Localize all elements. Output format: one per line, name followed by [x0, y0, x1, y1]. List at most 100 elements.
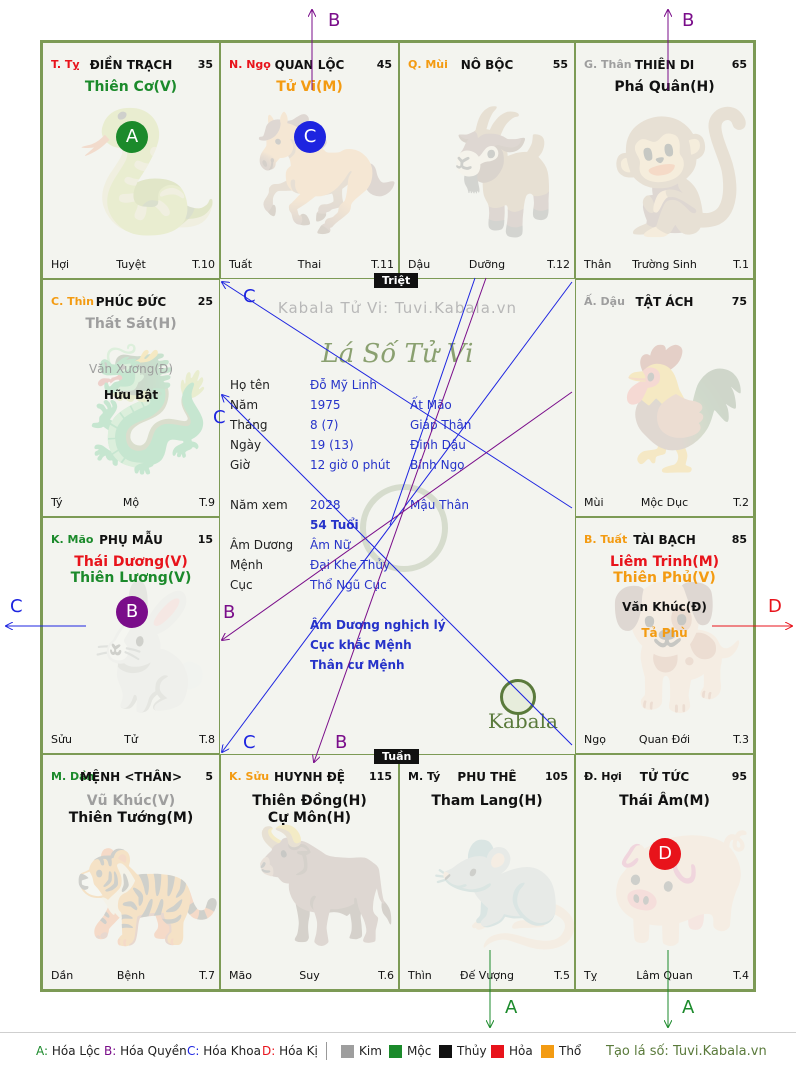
palace-huynh-de: 🐂 K. Sửu HUYNH ĐỆ 115 Thiên Đồng(H) Cự M… — [220, 754, 400, 990]
footer-left: Dậu — [408, 258, 431, 271]
marker-d-icon: D — [649, 838, 681, 870]
palace-title: HUYNH ĐỆ — [274, 770, 345, 784]
info-label-menh: Mệnh — [230, 558, 263, 572]
palace-title: MỆNH <THÂN> — [79, 770, 183, 784]
info-value-year: 1975 — [310, 398, 341, 412]
palace-position: K. Mão — [51, 533, 94, 546]
footer-left: Tuất — [229, 258, 253, 271]
footer-right: T.9 — [199, 496, 215, 509]
footer-left: Sửu — [51, 733, 72, 746]
line-c-diag — [389, 277, 476, 526]
palace-position: M. Tý — [408, 770, 441, 783]
legend-separator — [326, 1042, 327, 1060]
main-star: Tử Vi(M) — [276, 79, 343, 95]
rat-watermark-icon: 🐀 — [430, 815, 580, 954]
arrow-label: C — [10, 596, 23, 617]
palace-tu-tuc: 🐖 Đ. Hợi TỬ TỨC 95 Thái Âm(M) D Tỵ Lâm Q… — [575, 754, 755, 990]
main-star: Thiên Tướng(M) — [68, 810, 194, 826]
main-star: Tham Lang(H) — [431, 793, 543, 809]
arrow-label: B — [223, 602, 236, 623]
palace-title: NÔ BỘC — [460, 58, 514, 72]
footer-right: T.6 — [378, 969, 394, 982]
credit-link[interactable]: Tạo lá số: Tuvi.Kabala.vn — [606, 1044, 767, 1059]
arrow-label: C — [243, 732, 256, 753]
tuan-label: Tuần — [374, 749, 420, 764]
footer-mid: Dưỡng — [468, 258, 506, 271]
palace-title: QUAN LỘC — [274, 58, 345, 72]
note-line: Cục khắc Mệnh — [310, 638, 412, 652]
note-line: Âm Dương nghịch lý — [310, 618, 446, 632]
main-star: Vũ Khúc(V) — [86, 793, 176, 809]
palace-title: TỬ TỨC — [639, 770, 690, 784]
center-heading: Lá Số Tử Vi — [321, 339, 474, 369]
footer-left: Dần — [51, 969, 74, 982]
info-value-amduong: Âm Nữ — [310, 538, 351, 552]
arrow-label: A — [682, 997, 695, 1018]
footer-left: Thìn — [408, 969, 432, 982]
footer-right: T.12 — [547, 258, 570, 271]
palace-number: 15 — [197, 533, 213, 546]
palace-position: Ấ. Dậu — [584, 295, 625, 308]
palace-number: 85 — [731, 533, 747, 546]
info-label-cuc: Cục — [230, 578, 253, 592]
info-label-month: Tháng — [230, 418, 268, 432]
info-label-day: Ngày — [230, 438, 262, 452]
footer-mid: Thai — [297, 258, 322, 271]
palace-dien-trach: 🐍 T. Tỵ ĐIỀN TRẠCH 35 Thiên Cơ(V) A Hợi … — [42, 42, 222, 279]
info-value-month: 8 (7) — [310, 418, 339, 432]
palace-number: 115 — [369, 770, 392, 783]
footer-left: Ngọ — [584, 733, 606, 746]
palace-title: THIÊN DI — [634, 58, 695, 72]
arrow-label: C — [213, 407, 226, 428]
footer-mid: Tử — [124, 733, 138, 746]
info-value-cuc: Thổ Ngũ Cục — [310, 578, 387, 592]
element-thuy-label: Thủy — [457, 1044, 487, 1058]
minor-star: Tả Phù — [641, 626, 688, 640]
footer-right: T.4 — [733, 969, 749, 982]
palace-number: 55 — [552, 58, 568, 71]
info-label-year: Năm — [230, 398, 259, 412]
palace-position: M. Dần — [51, 770, 95, 783]
footer-left: Hợi — [51, 258, 70, 271]
arrow-label: B — [328, 10, 341, 31]
element-tho-label: Thổ — [559, 1044, 582, 1058]
arrow-label: B — [335, 732, 348, 753]
footer-left: Mão — [229, 969, 252, 982]
legend-hoa-ki: D: Hóa Kị — [262, 1044, 318, 1058]
palace-number: 25 — [197, 295, 213, 308]
chart-board: 🐍 T. Tỵ ĐIỀN TRẠCH 35 Thiên Cơ(V) A Hợi … — [40, 40, 756, 992]
footer-right: T.5 — [554, 969, 570, 982]
arrow-label: B — [682, 10, 695, 31]
footer-mid: Đế Vượng — [460, 969, 514, 982]
palace-number: 65 — [731, 58, 747, 71]
info-value-view-year: 2028 — [310, 498, 341, 512]
main-star: Thái Âm(M) — [619, 793, 710, 809]
palace-title: PHÚC ĐỨC — [95, 295, 167, 309]
line-b-to-suu — [314, 277, 487, 762]
bagua-emblem — [360, 484, 448, 572]
footer-right: T.7 — [199, 969, 215, 982]
element-hoa-swatch — [491, 1045, 504, 1058]
palace-menh: 🐅 M. Dần MỆNH <THÂN> 5 Vũ Khúc(V) Thiên … — [42, 754, 222, 990]
main-star: Cự Môn(H) — [267, 810, 352, 826]
element-hoa-label: Hỏa — [509, 1044, 533, 1058]
main-star: Thiên Lương(V) — [70, 570, 192, 586]
monkey-watermark-icon: 🐒 — [606, 103, 756, 242]
footer-mid: Mộc Dục — [640, 496, 689, 509]
minor-star: Văn Xương(Đ) — [88, 362, 174, 376]
palace-position: B. Tuất — [584, 533, 628, 546]
element-kim-label: Kim — [359, 1044, 382, 1058]
footer-right: T.8 — [199, 733, 215, 746]
palace-number: 75 — [731, 295, 747, 308]
footer-right: T.10 — [192, 258, 215, 271]
main-star: Thái Dương(V) — [74, 554, 188, 570]
marker-c-icon: C — [294, 121, 326, 153]
palace-position: T. Tỵ — [51, 58, 80, 71]
element-moc-label: Mộc — [407, 1044, 432, 1058]
dragon-watermark-icon: 🐉 — [73, 340, 223, 479]
info-canchi-hour: Bính Ngọ — [410, 458, 465, 472]
goat-watermark-icon: 🐐 — [430, 103, 580, 242]
legend-hoa-quyen: B: Hóa Quyền — [104, 1044, 187, 1058]
line-c-to-thin — [222, 282, 573, 509]
center-watermark: Kabala Tử Vi: Tuvi.Kabala.vn — [277, 299, 518, 317]
